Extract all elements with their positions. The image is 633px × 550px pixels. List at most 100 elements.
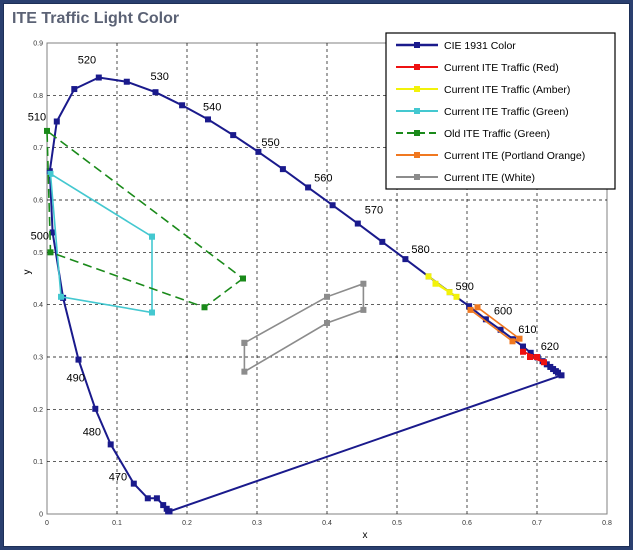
x-axis-label: x: [363, 530, 368, 541]
series-point-4: [47, 249, 54, 256]
wavelength-label: 480: [83, 426, 101, 438]
series-point-5: [474, 304, 481, 311]
legend-entry: Current ITE (White): [444, 172, 535, 184]
series-point-0: [95, 74, 102, 81]
series-point-6: [241, 368, 248, 375]
wavelength-label: 560: [314, 172, 332, 184]
wavelength-label: 550: [261, 137, 279, 149]
series-point-6: [241, 339, 248, 346]
series-point-0: [166, 508, 173, 515]
y-tick-label: 0.6: [33, 198, 43, 205]
wavelength-label: 610: [518, 324, 536, 336]
series-point-1: [527, 354, 533, 360]
chart-title: ITE Traffic Light Color: [12, 10, 180, 27]
series-point-5: [516, 335, 523, 342]
legend-entry: Current ITE Traffic (Green): [444, 106, 569, 118]
legend-marker: [414, 108, 420, 114]
series-point-0: [558, 372, 565, 379]
x-tick-label: 0.1: [112, 520, 122, 527]
series-point-6: [324, 319, 330, 326]
y-tick-label: 0.8: [33, 93, 43, 100]
legend-entry: Current ITE Traffic (Amber): [444, 84, 570, 96]
series-point-1: [520, 348, 526, 355]
series-line-2: [428, 275, 457, 298]
series-point-0: [53, 118, 60, 125]
series-point-6: [360, 306, 367, 313]
series-point-0: [279, 166, 286, 173]
series-point-0: [305, 184, 312, 191]
series-point-0: [130, 480, 137, 487]
series-point-0: [152, 89, 159, 96]
series-point-0: [255, 148, 262, 155]
series-point-0: [160, 502, 167, 509]
series-point-3: [149, 233, 155, 240]
series-point-4: [44, 127, 50, 134]
legend-marker: [414, 174, 420, 180]
series-point-0: [107, 441, 114, 448]
wavelength-label: 540: [203, 101, 221, 113]
series-point-1: [534, 354, 540, 360]
x-tick-label: 0.3: [252, 520, 262, 527]
legend-entry: Old ITE Traffic (Green): [444, 128, 550, 140]
x-tick-label: 0.7: [532, 520, 542, 527]
series-point-2: [453, 293, 460, 300]
series-point-0: [520, 343, 526, 350]
y-tick-label: 0.1: [33, 459, 43, 466]
series-point-0: [153, 495, 160, 502]
series-point-0: [402, 256, 409, 263]
legend-marker: [414, 130, 420, 136]
y-tick-label: 0.7: [33, 145, 43, 152]
wavelength-label: 590: [456, 281, 474, 293]
legend-marker: [414, 86, 420, 92]
series-point-0: [49, 229, 56, 236]
x-tick-label: 0.4: [322, 520, 332, 527]
wavelength-label: 490: [67, 373, 85, 385]
series-point-0: [75, 356, 82, 363]
series-point-6: [324, 293, 330, 300]
series-point-2: [432, 280, 439, 287]
x-tick-label: 0: [45, 520, 49, 527]
wavelength-label: 580: [411, 244, 429, 256]
wavelength-label: 500: [31, 230, 49, 242]
legend-entry: Current ITE Traffic (Red): [444, 62, 559, 74]
wavelength-label: 510: [28, 112, 46, 124]
series-point-5: [467, 306, 474, 313]
legend-entry: CIE 1931 Color: [444, 40, 516, 52]
series-point-0: [379, 238, 386, 245]
legend-entry: Current ITE (Portland Orange): [444, 150, 585, 162]
y-tick-label: 0.9: [33, 41, 43, 48]
y-tick-label: 0: [39, 512, 43, 519]
series-point-3: [47, 170, 54, 177]
series-point-3: [149, 309, 155, 316]
wavelength-label: 520: [78, 55, 96, 67]
y-tick-label: 0.3: [33, 355, 43, 362]
series-point-0: [123, 78, 130, 85]
series-point-2: [446, 289, 453, 296]
series-point-0: [354, 220, 361, 227]
series-line-5: [470, 306, 522, 343]
x-tick-label: 0.8: [602, 520, 612, 527]
y-axis-label: y: [22, 270, 33, 275]
wavelength-label: 470: [109, 472, 127, 484]
series-point-0: [230, 132, 237, 139]
x-tick-label: 0.2: [182, 520, 192, 527]
series-point-3: [58, 293, 64, 300]
series-point-0: [179, 102, 186, 109]
series-point-0: [329, 202, 336, 209]
series-point-1: [541, 359, 547, 366]
wavelength-label: 530: [151, 71, 169, 83]
series-point-4: [201, 304, 208, 311]
legend-marker: [414, 42, 420, 48]
y-tick-label: 0.4: [33, 302, 43, 309]
series-point-6: [360, 280, 367, 287]
series-point-0: [144, 495, 151, 502]
wavelength-label: 600: [494, 305, 512, 317]
series-point-5: [509, 338, 516, 345]
wavelength-label: 570: [365, 205, 383, 217]
series-point-2: [425, 273, 432, 280]
series-point-4: [240, 275, 246, 282]
x-tick-label: 0.5: [392, 520, 402, 527]
y-tick-label: 0.5: [33, 250, 43, 257]
x-tick-label: 0.6: [462, 520, 472, 527]
